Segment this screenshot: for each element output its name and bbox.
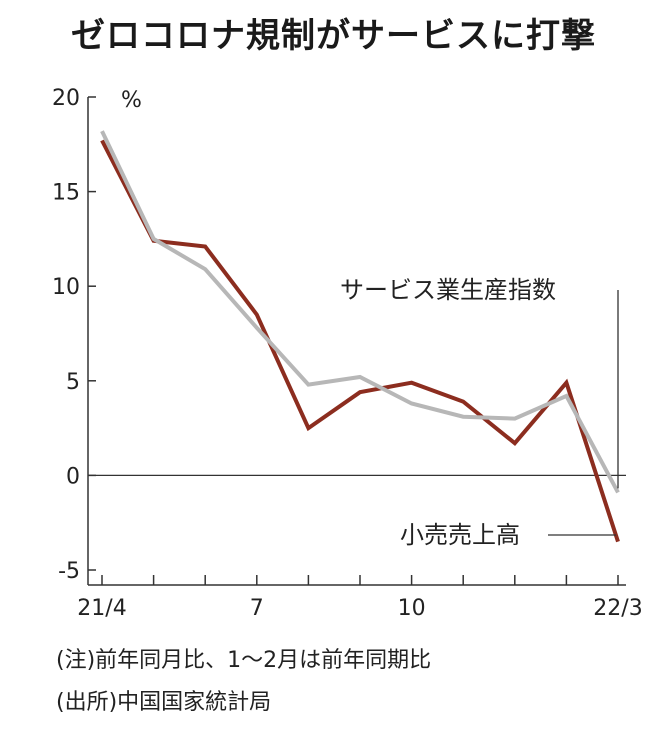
x-tick-label: 10 [398, 596, 426, 621]
y-tick-label: 0 [66, 464, 80, 489]
chart-title: ゼロコロナ規制がサービスに打撃 [71, 16, 596, 56]
x-tick-label: 21/4 [77, 596, 126, 621]
series-line-services [100, 130, 620, 494]
y-tick-label: 20 [52, 86, 80, 111]
y-tick-label: 10 [52, 275, 80, 300]
footnote: (注)前年同月比、1〜2月は前年同期比 [56, 648, 432, 673]
x-tick-label: 7 [250, 596, 264, 621]
x-tick-label: 22/3 [593, 596, 642, 621]
series-label-retail: 小売売上高 [400, 521, 520, 549]
source-note: (出所)中国国家統計局 [56, 690, 272, 715]
series-label-services: サービス業生産指数 [340, 276, 556, 304]
series-lines [100, 130, 620, 543]
y-unit-label: % [121, 88, 142, 113]
y-tick-label: 15 [52, 181, 80, 206]
axes: 20 15 10 5 0 -5% 21/4 7 10 22/3 [52, 86, 643, 621]
y-tick-label: -5 [58, 559, 80, 584]
y-tick-label: 5 [66, 370, 80, 395]
series-line-retail [100, 139, 620, 543]
